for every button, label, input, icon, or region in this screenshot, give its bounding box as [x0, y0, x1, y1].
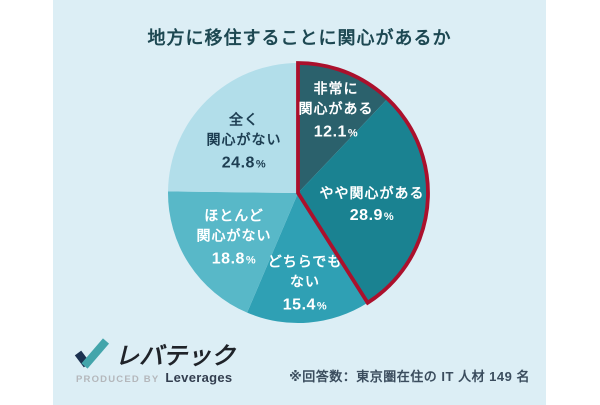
pie-slice-3	[167, 191, 298, 313]
levtech-logo-text: レバテック	[115, 343, 235, 370]
levtech-check-icon	[74, 337, 110, 369]
pie-slice-4	[168, 63, 298, 193]
pie-chart: 非常に 関心がある 12.1% やや関心がある 28.9% どちらでも ない 15.4% ほとん…	[158, 53, 438, 333]
pie-slice-2	[247, 193, 368, 323]
produced-by-label: PRODUCED BY	[76, 374, 160, 385]
levtech-logo: レバテック	[74, 336, 235, 371]
pie-slice-1	[298, 98, 428, 303]
highlight-outline	[296, 61, 430, 306]
chart-title: 地方に移住することに関心があるか	[147, 28, 452, 48]
produced-by-row: PRODUCED BY Leverages	[76, 370, 232, 385]
pie-chart-svg	[167, 61, 430, 323]
respondents-note: ※回答数：東京圏在住の IT 人材 149 名	[289, 369, 530, 384]
company-name: Leverages	[165, 370, 233, 385]
pie-slice-0	[298, 63, 388, 193]
